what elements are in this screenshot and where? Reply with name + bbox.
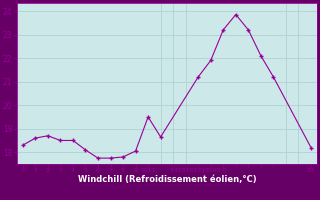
X-axis label: Windchill (Refroidissement éolien,°C): Windchill (Refroidissement éolien,°C) (77, 175, 256, 184)
